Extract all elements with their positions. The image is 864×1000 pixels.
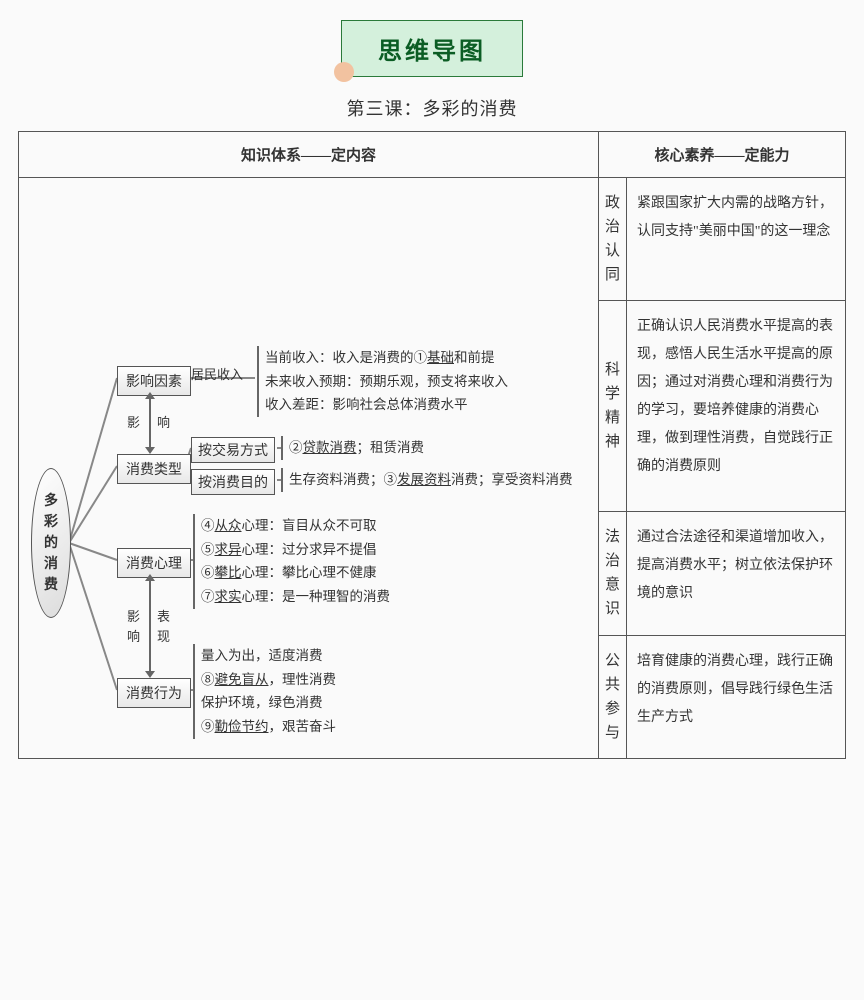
- mindmap: 多彩的消费 影响因素 消费类型 消费心理 消费行为 居民收入 按交易方式 按消费…: [27, 188, 590, 748]
- comp-label-3: 公共参与: [599, 635, 627, 758]
- node-consumption-types: 消费类型: [117, 454, 191, 484]
- comp-desc-3: 培育健康的消费心理，践行正确的消费原则，倡导践行绿色生活生产方式: [627, 635, 846, 758]
- arrow-n1-n2: [149, 398, 151, 448]
- comp-label-2: 法治意识: [599, 512, 627, 635]
- banner-ornament-icon: [334, 62, 354, 82]
- root-node: 多彩的消费: [31, 468, 71, 618]
- label-influence-1a: 影: [127, 412, 140, 431]
- comp-label-0: 政治认同: [599, 178, 627, 301]
- sublabel-trade: 按交易方式: [191, 437, 275, 463]
- sublabel-income: 居民收入: [191, 364, 243, 383]
- node-consumption-behavior: 消费行为: [117, 678, 191, 708]
- label-influence-2a: 影: [127, 606, 140, 625]
- sublabel-purpose: 按消费目的: [191, 469, 275, 495]
- comp-desc-0: 紧跟国家扩大内需的战略方针，认同支持"美丽中国"的这一理念: [627, 178, 846, 301]
- banner-container: 思维导图: [18, 20, 846, 77]
- comp-label-1: 科学精神: [599, 301, 627, 512]
- banner-text: 思维导图: [378, 39, 486, 65]
- mindmap-cell: 多彩的消费 影响因素 消费类型 消费心理 消费行为 居民收入 按交易方式 按消费…: [19, 178, 599, 759]
- main-table: 知识体系——定内容 核心素养——定能力 多彩的消费 影响因素 消费类型 消费心理…: [18, 131, 846, 759]
- arrow-n3-n4: [149, 580, 151, 672]
- leaf-purpose: 生存资料消费；③发展资料消费；享受资料消费: [281, 468, 573, 492]
- label-express-c: 表: [157, 606, 170, 625]
- leaf-trade: ②贷款消费；租赁消费: [281, 436, 424, 460]
- leaf-psychology: ④从众心理：盲目从众不可取⑤求异心理：过分求异不提倡⑥攀比心理：攀比心理不健康⑦…: [193, 514, 390, 609]
- comp-desc-1: 正确认识人民消费水平提高的表现，感悟人民生活水平提高的原因；通过对消费心理和消费…: [627, 301, 846, 512]
- leaf-behavior: 量入为出，适度消费⑧避免盲从，理性消费保护环境，绿色消费⑨勤俭节约，艰苦奋斗: [193, 644, 336, 739]
- page-subtitle: 第三课：多彩的消费: [18, 95, 846, 121]
- header-right: 核心素养——定能力: [599, 132, 846, 178]
- header-left: 知识体系——定内容: [19, 132, 599, 178]
- banner: 思维导图: [341, 20, 523, 77]
- label-express-d: 现: [157, 626, 170, 645]
- label-influence-2b: 响: [127, 626, 140, 645]
- leaf-income: 当前收入：收入是消费的①基础和前提未来收入预期：预期乐观，预支将来收入收入差距：…: [257, 346, 508, 417]
- comp-desc-2: 通过合法途径和渠道增加收入，提高消费水平；树立依法保护环境的意识: [627, 512, 846, 635]
- label-influence-1b: 响: [157, 412, 170, 431]
